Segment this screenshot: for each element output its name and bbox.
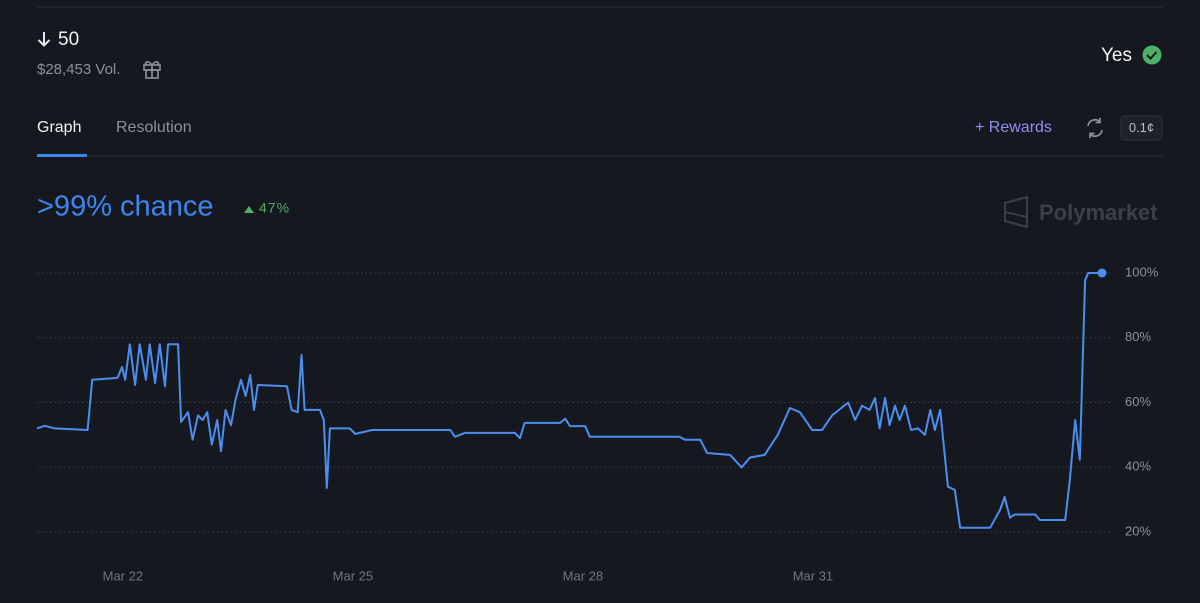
up-triangle-icon bbox=[244, 206, 254, 213]
y-tick-label: 20% bbox=[1125, 523, 1151, 538]
check-icon bbox=[1142, 45, 1162, 65]
chance-label: >99% chance bbox=[37, 191, 214, 223]
down-arrow-icon bbox=[37, 32, 51, 47]
x-tick-label: Mar 25 bbox=[333, 568, 373, 583]
y-tick-label: 100% bbox=[1125, 264, 1159, 279]
tab-resolution[interactable]: Resolution bbox=[116, 119, 192, 136]
end-dot bbox=[1097, 268, 1107, 278]
count: 50 bbox=[58, 29, 79, 50]
chance-change: 47% bbox=[259, 200, 290, 216]
x-tick-label: Mar 22 bbox=[103, 568, 143, 583]
volume: $28,453 Vol. bbox=[37, 61, 120, 78]
tab-underline bbox=[37, 154, 87, 157]
y-tick-label: 40% bbox=[1125, 459, 1151, 474]
watermark: Polymarket bbox=[1039, 200, 1158, 225]
gift-icon[interactable] bbox=[143, 61, 161, 79]
increment-box[interactable] bbox=[1120, 115, 1163, 141]
x-tick-label: Mar 31 bbox=[793, 568, 833, 583]
increment[interactable]: 0.1¢ bbox=[1129, 120, 1154, 135]
y-tick-label: 80% bbox=[1125, 329, 1151, 344]
x-tick-label: Mar 28 bbox=[563, 568, 603, 583]
refresh-icon[interactable] bbox=[1087, 118, 1103, 138]
polymarket-logo bbox=[1004, 195, 1028, 229]
outcome: Yes bbox=[1101, 45, 1132, 66]
y-tick-label: 60% bbox=[1125, 394, 1151, 409]
price-line bbox=[36, 272, 1102, 529]
rewards-button[interactable]: + Rewards bbox=[975, 119, 1052, 136]
tab-graph[interactable]: Graph bbox=[37, 119, 81, 136]
